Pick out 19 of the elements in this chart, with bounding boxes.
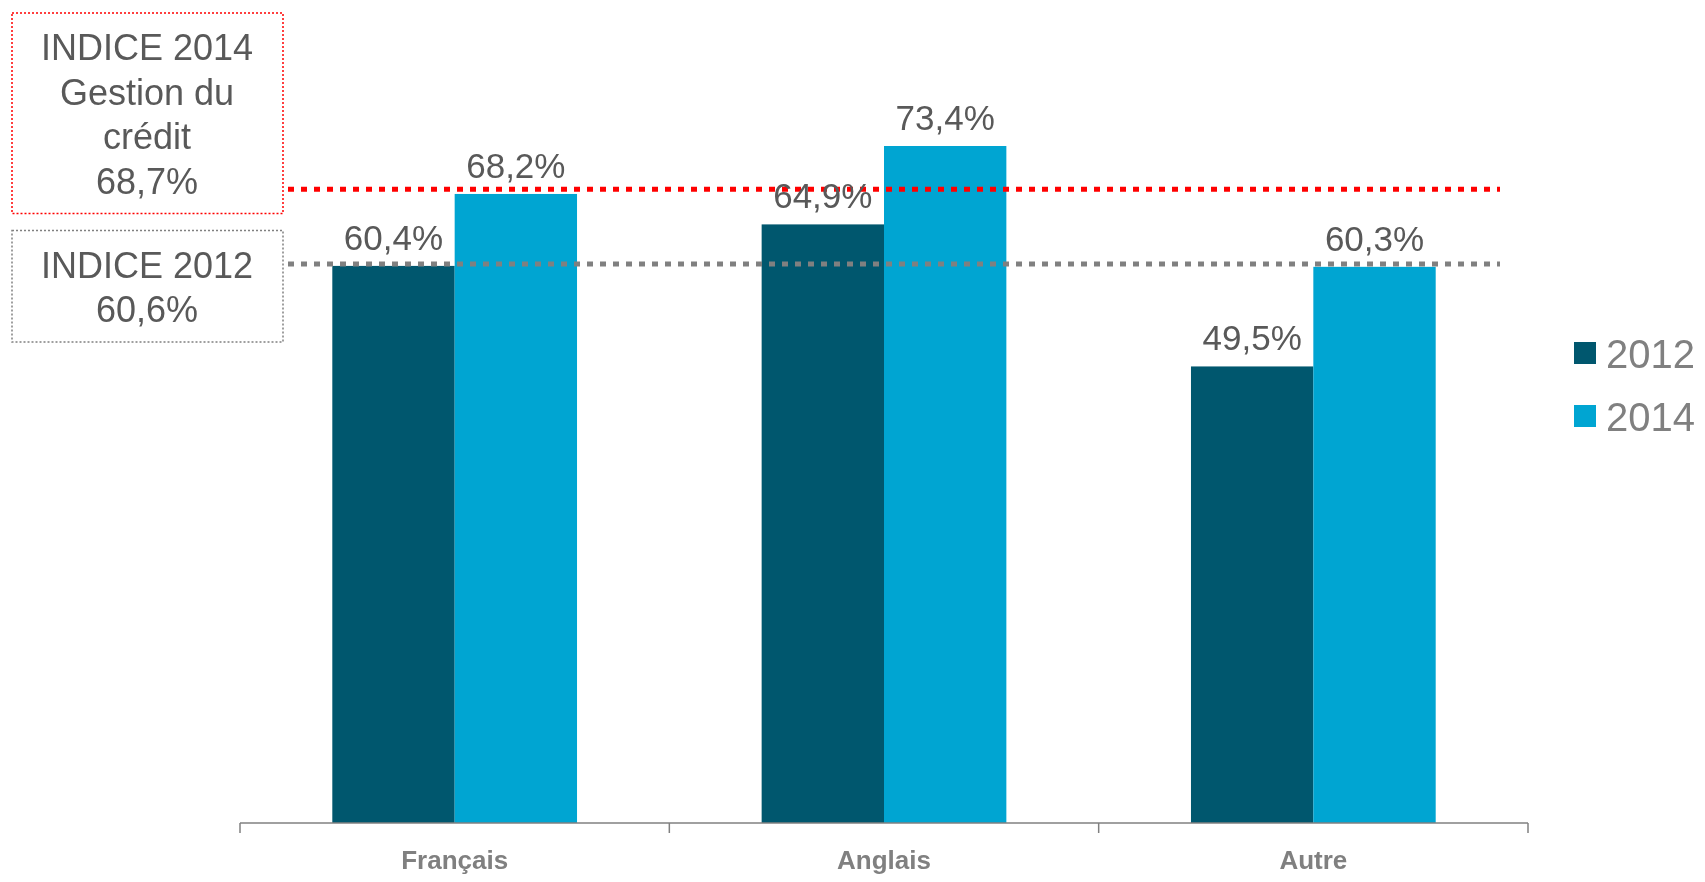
legend-label: 2012	[1606, 332, 1695, 376]
bar	[332, 265, 455, 823]
bar	[761, 224, 884, 823]
bar	[1190, 366, 1314, 823]
bar	[884, 146, 1007, 823]
bar	[454, 193, 578, 823]
data-label: 73,4%	[895, 98, 995, 137]
legend-label: 2014	[1606, 395, 1695, 439]
data-label: 68,2%	[466, 145, 566, 185]
x-tick-label: Anglais	[837, 845, 931, 875]
x-tick-label: Autre	[1279, 845, 1348, 875]
data-label: 60,3%	[1324, 218, 1425, 258]
x-tick-label: Français	[401, 845, 509, 875]
ref-line-label: INDICE 2012 60,6%	[40, 244, 254, 330]
data-label: 64,9%	[773, 176, 873, 216]
bar	[1313, 266, 1436, 823]
data-label: 60,4%	[343, 217, 444, 257]
ref-line-label: INDICE 2014 Gestion du crédit 68,7%	[40, 27, 254, 202]
data-label: 49,5%	[1202, 318, 1302, 358]
